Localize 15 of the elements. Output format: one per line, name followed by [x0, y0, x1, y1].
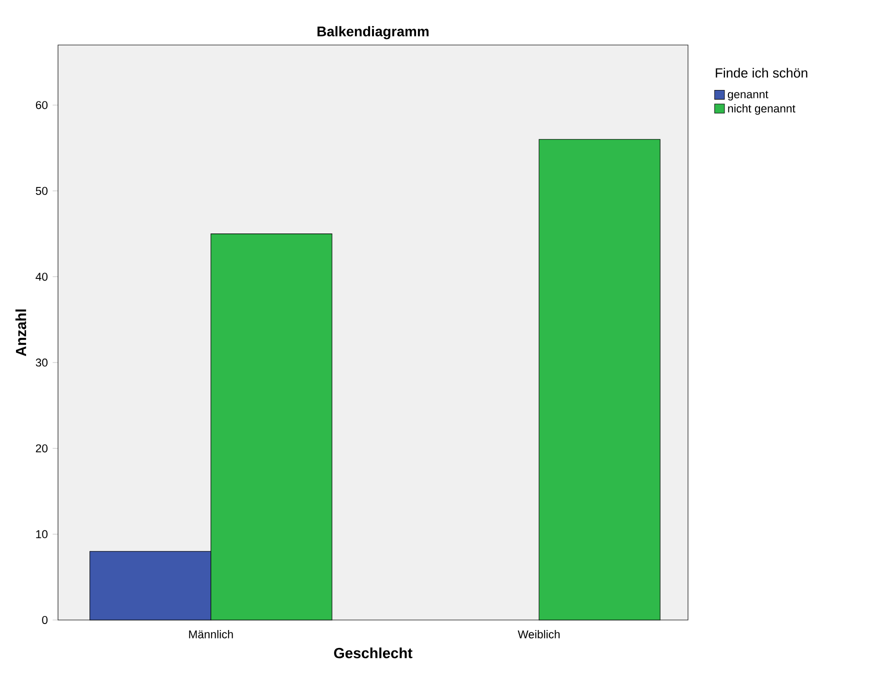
x-tick-label: Männlich: [189, 630, 233, 638]
legend-label: genannt: [728, 90, 768, 101]
chart-title: Balkendiagramm: [318, 26, 429, 40]
y-tick-label: 50: [36, 186, 48, 195]
legend-label: nicht genannt: [728, 104, 796, 115]
y-tick-label: 0: [42, 616, 48, 624]
legend-title: Finde ich schön: [716, 68, 808, 78]
x-tick-label: Weiblich: [518, 630, 560, 638]
y-tick-label: 10: [36, 530, 48, 538]
y-tick-label: 60: [36, 101, 48, 110]
y-axis-title: Anzahl: [15, 310, 26, 356]
y-tick-label: 40: [36, 272, 48, 281]
y-tick-label: 30: [36, 358, 48, 367]
x-axis-title: Geschlecht: [334, 648, 412, 658]
y-tick-label: 20: [36, 444, 48, 452]
